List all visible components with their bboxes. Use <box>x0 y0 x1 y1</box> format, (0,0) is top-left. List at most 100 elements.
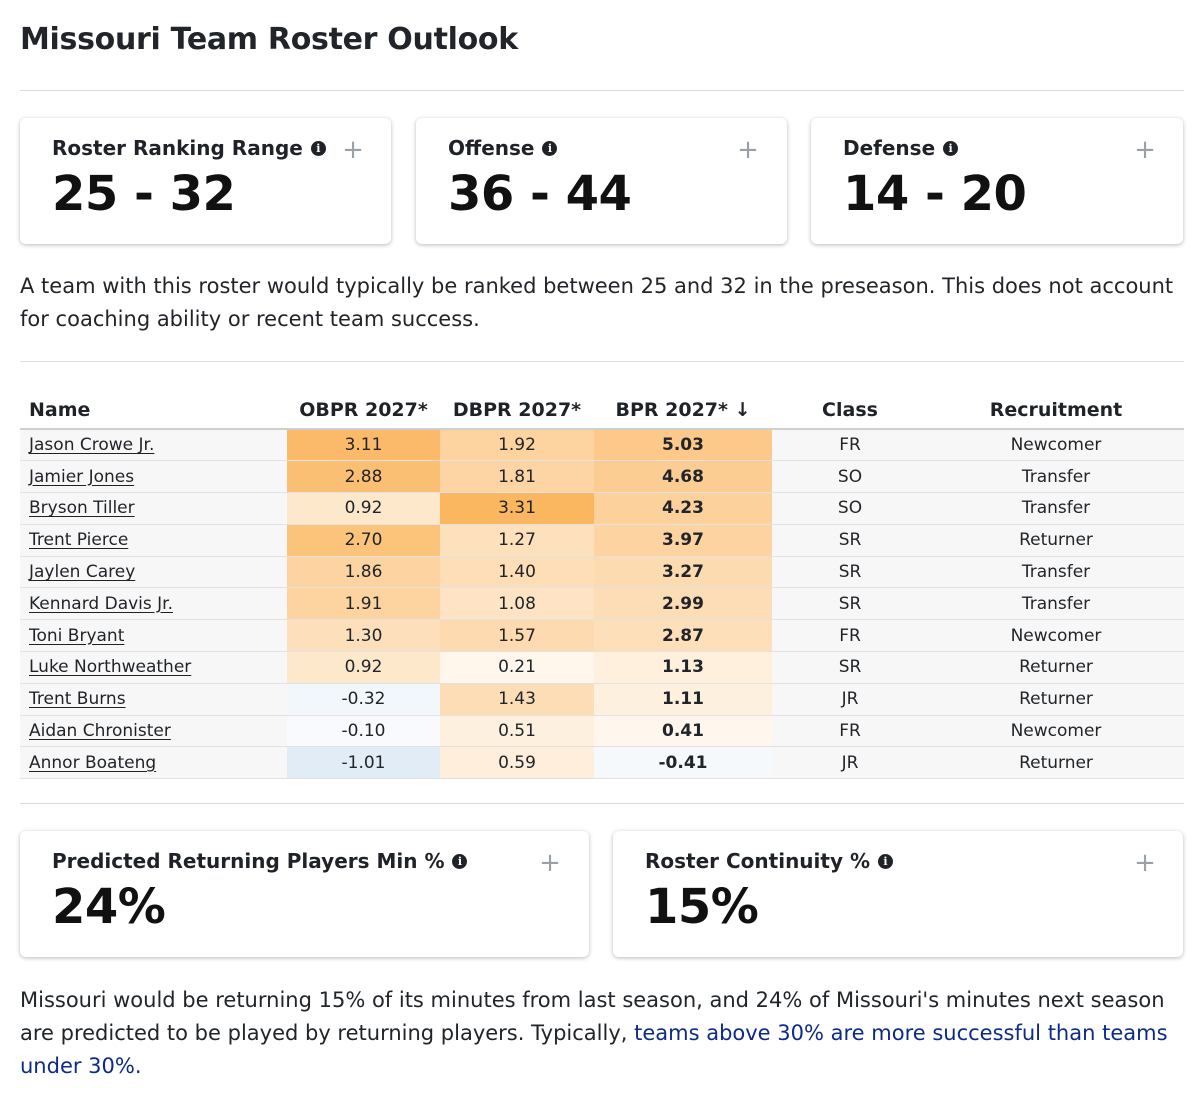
player-name-link[interactable]: Bryson Tiller <box>29 498 135 519</box>
table-row: Aidan Chronister -0.10 0.51 0.41 FR Newcomer <box>20 715 1184 748</box>
bpr-cell: 4.23 <box>594 492 772 525</box>
player-name-link[interactable]: Trent Pierce <box>29 530 129 551</box>
bpr-cell: 4.68 <box>594 460 772 494</box>
player-name-link[interactable]: Jamier Jones <box>29 466 135 487</box>
dbpr-cell: 1.43 <box>440 683 594 716</box>
bpr-cell: 3.27 <box>594 556 772 589</box>
player-name-link[interactable]: Jason Crowe Jr. <box>29 435 155 456</box>
returning-players-value: 24% <box>52 879 166 935</box>
col-header-name[interactable]: Name <box>20 391 287 430</box>
expand-plus-icon[interactable]: + <box>342 135 364 165</box>
dbpr-cell: 1.57 <box>440 619 594 653</box>
recruitment-cell: Transfer <box>928 460 1184 494</box>
roster-ranking-label-row: Roster Ranking Range i <box>52 136 326 160</box>
player-name-link[interactable]: Jaylen Carey <box>29 562 136 583</box>
class-cell: FR <box>772 429 928 462</box>
expand-plus-icon[interactable]: + <box>737 135 759 165</box>
dbpr-cell: 1.92 <box>440 429 594 462</box>
dbpr-cell: 3.31 <box>440 492 594 525</box>
dbpr-cell: 1.81 <box>440 460 594 494</box>
col-header-class[interactable]: Class <box>772 391 928 430</box>
info-icon[interactable]: i <box>310 140 326 156</box>
table-row: Trent Burns -0.32 1.43 1.11 JR Returner <box>20 683 1184 716</box>
bpr-cell: 0.41 <box>594 715 772 748</box>
player-name-cell: Annor Boateng <box>20 746 287 780</box>
table-header-row: Name OBPR 2027* DBPR 2027* BPR 2027* ↓ C… <box>20 391 1184 430</box>
roster-ranking-card: Roster Ranking Range i 25 - 32 + <box>20 118 391 244</box>
player-name-link[interactable]: Annor Boateng <box>29 752 157 773</box>
recruitment-cell: Newcomer <box>928 429 1184 462</box>
continuity-description: Missouri would be returning 15% of its m… <box>20 984 1184 1083</box>
recruitment-cell: Returner <box>928 746 1184 780</box>
recruitment-cell: Returner <box>928 651 1184 684</box>
expand-plus-icon[interactable]: + <box>1134 848 1156 878</box>
obpr-cell: 1.91 <box>287 587 440 621</box>
expand-plus-icon[interactable]: + <box>539 848 561 878</box>
table-row: Jason Crowe Jr. 3.11 1.92 5.03 FR Newcomer <box>20 429 1184 462</box>
table-row: Kennard Davis Jr. 1.91 1.08 2.99 SR Transfer <box>20 587 1184 621</box>
obpr-cell: 0.92 <box>287 651 440 684</box>
roster-ranking-label: Roster Ranking Range <box>52 136 303 160</box>
continuity-link[interactable]: teams above 30% are more successful than… <box>20 1021 1168 1078</box>
col-header-obpr[interactable]: OBPR 2027* <box>287 391 440 430</box>
offense-label-row: Offense i <box>448 136 558 160</box>
returning-players-label: Predicted Returning Players Min % <box>52 849 445 873</box>
defense-label-row: Defense i <box>843 136 959 160</box>
info-icon[interactable]: i <box>452 853 468 869</box>
divider <box>20 90 1184 91</box>
table-row: Jamier Jones 2.88 1.81 4.68 SO Transfer <box>20 460 1184 494</box>
info-icon[interactable]: i <box>943 140 959 156</box>
table-row: Trent Pierce 2.70 1.27 3.97 SR Returner <box>20 524 1184 557</box>
table-row: Annor Boateng -1.01 0.59 -0.41 JR Returner <box>20 746 1184 780</box>
player-name-link[interactable]: Aidan Chronister <box>29 721 171 742</box>
player-name-link[interactable]: Trent Burns <box>29 689 126 710</box>
divider <box>20 361 1184 362</box>
obpr-cell: -0.10 <box>287 715 440 748</box>
recruitment-cell: Newcomer <box>928 715 1184 748</box>
player-name-cell: Trent Burns <box>20 683 287 716</box>
expand-plus-icon[interactable]: + <box>1134 135 1156 165</box>
roster-continuity-card: Roster Continuity % i 15% + <box>613 831 1183 957</box>
player-name-cell: Toni Bryant <box>20 619 287 653</box>
class-cell: FR <box>772 715 928 748</box>
class-cell: JR <box>772 683 928 716</box>
defense-value: 14 - 20 <box>843 166 1027 222</box>
obpr-cell: 1.86 <box>287 556 440 589</box>
dbpr-cell: 1.40 <box>440 556 594 589</box>
player-name-link[interactable]: Toni Bryant <box>29 625 125 646</box>
player-name-link[interactable]: Kennard Davis Jr. <box>29 593 174 614</box>
obpr-cell: 3.11 <box>287 429 440 462</box>
offense-card: Offense i 36 - 44 + <box>416 118 787 244</box>
col-header-dbpr[interactable]: DBPR 2027* <box>440 391 594 430</box>
class-cell: SR <box>772 587 928 621</box>
info-icon[interactable]: i <box>878 853 893 869</box>
roster-table: Name OBPR 2027* DBPR 2027* BPR 2027* ↓ C… <box>20 391 1184 780</box>
player-name-cell: Kennard Davis Jr. <box>20 587 287 621</box>
roster-continuity-value: 15% <box>645 879 759 935</box>
recruitment-cell: Transfer <box>928 556 1184 589</box>
dbpr-cell: 1.08 <box>440 587 594 621</box>
recruitment-cell: Returner <box>928 683 1184 716</box>
divider <box>20 803 1184 804</box>
obpr-cell: 0.92 <box>287 492 440 525</box>
recruitment-cell: Returner <box>928 524 1184 557</box>
col-header-recruitment[interactable]: Recruitment <box>928 391 1184 430</box>
obpr-cell: -1.01 <box>287 746 440 780</box>
dbpr-cell: 0.59 <box>440 746 594 780</box>
bpr-cell: 1.11 <box>594 683 772 716</box>
col-header-bpr[interactable]: BPR 2027* ↓ <box>594 391 772 430</box>
player-name-cell: Luke Northweather <box>20 651 287 684</box>
player-name-link[interactable]: Luke Northweather <box>29 657 192 678</box>
class-cell: FR <box>772 619 928 653</box>
returning-players-card: Predicted Returning Players Min % i 24% … <box>20 831 589 957</box>
page-title: Missouri Team Roster Outlook <box>20 22 518 57</box>
obpr-cell: 1.30 <box>287 619 440 653</box>
info-icon[interactable]: i <box>542 140 558 156</box>
class-cell: SR <box>772 651 928 684</box>
bpr-cell: 2.99 <box>594 587 772 621</box>
class-cell: SO <box>772 460 928 494</box>
offense-label: Offense <box>448 136 535 160</box>
table-row: Toni Bryant 1.30 1.57 2.87 FR Newcomer <box>20 619 1184 653</box>
obpr-cell: 2.70 <box>287 524 440 557</box>
class-cell: SR <box>772 524 928 557</box>
